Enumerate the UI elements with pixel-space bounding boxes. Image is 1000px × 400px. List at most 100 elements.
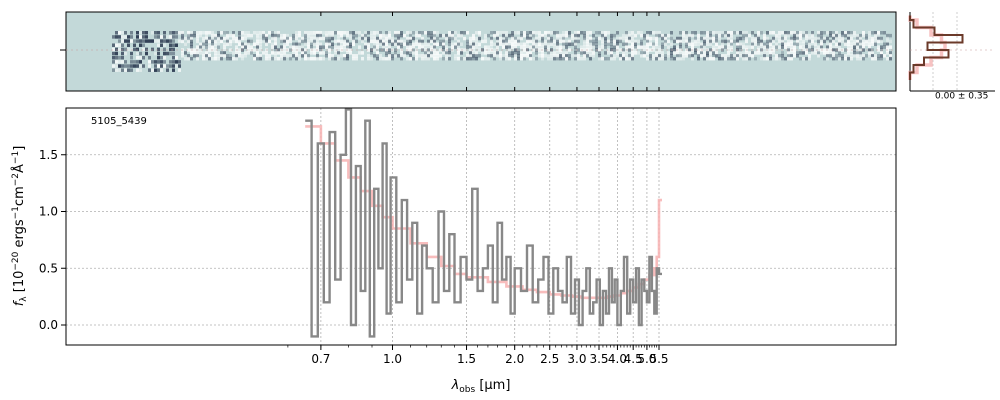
- trace-pixel-light: [814, 36, 817, 41]
- trace-pixel-light: [265, 51, 268, 55]
- trace-pixel: [541, 36, 544, 41]
- trace-pixel-light: [235, 45, 238, 49]
- trace-pixel: [799, 56, 802, 61]
- trace-pixel: [472, 42, 475, 47]
- trace-pixel-light: [811, 33, 814, 38]
- trace-pixel-light: [403, 39, 406, 44]
- trace-pixel-light: [214, 33, 217, 38]
- trace-pixel-light: [190, 51, 193, 55]
- trace-pixel: [346, 54, 349, 58]
- trace-pixel-light: [790, 42, 793, 47]
- trace-pixel-light: [505, 51, 508, 55]
- trace-pixel-light: [397, 39, 400, 44]
- trace-pixel-light: [370, 39, 373, 44]
- trace-pixel-light: [139, 35, 142, 39]
- trace-pixel: [349, 42, 352, 47]
- trace-pixel-light: [520, 54, 523, 58]
- trace-pixel: [121, 68, 124, 72]
- trace-pixel-light: [592, 54, 595, 58]
- trace-pixel: [223, 31, 226, 35]
- trace-pixel: [328, 39, 331, 44]
- trace-pixel: [859, 51, 862, 55]
- trace-pixel: [724, 31, 727, 35]
- trace-pixel: [568, 42, 571, 47]
- trace-pixel-light: [316, 56, 319, 61]
- trace-pixel-light: [247, 31, 250, 35]
- trace-pixel: [151, 39, 154, 43]
- trace-pixel: [394, 51, 397, 55]
- trace-pixel: [634, 42, 637, 47]
- trace-pixel-light: [541, 51, 544, 55]
- trace-pixel: [292, 54, 295, 58]
- trace-pixel-light: [751, 54, 754, 58]
- trace-pixel-light: [727, 51, 730, 55]
- trace-pixel-light: [886, 36, 889, 41]
- trace-pixel-light: [346, 31, 349, 35]
- trace-pixel-light: [121, 60, 124, 64]
- trace-pixel-light: [292, 51, 295, 55]
- trace-pixel-light: [784, 45, 787, 49]
- trace-pixel-light: [430, 54, 433, 58]
- trace-pixel: [349, 45, 352, 49]
- trace-pixel-light: [358, 51, 361, 55]
- trace-pixel-light: [832, 39, 835, 44]
- trace-pixel: [304, 33, 307, 38]
- trace-pixel: [805, 42, 808, 47]
- trace-pixel-light: [277, 31, 280, 35]
- trace-pixel: [271, 31, 274, 35]
- trace-pixel-light: [631, 54, 634, 58]
- trace-pixel: [160, 39, 163, 43]
- trace-pixel-light: [418, 45, 421, 49]
- x-tick-label: 2.5: [540, 352, 559, 366]
- trace-pixel-light: [646, 33, 649, 38]
- trace-pixel-light: [556, 36, 559, 41]
- trace-pixel-light: [199, 31, 202, 35]
- trace-pixel-light: [679, 56, 682, 61]
- trace-pixel-light: [514, 42, 517, 47]
- trace-pixel-light: [871, 42, 874, 47]
- trace-pixel-light: [457, 39, 460, 44]
- trace-pixel: [115, 31, 118, 35]
- trace-pixel-light: [283, 36, 286, 41]
- trace-pixel-light: [328, 51, 331, 55]
- profile-label: 0.00 ± 0.35: [935, 92, 988, 102]
- trace-pixel: [436, 36, 439, 41]
- trace-pixel: [130, 64, 133, 68]
- trace-pixel-light: [349, 51, 352, 55]
- trace-pixel: [547, 51, 550, 55]
- trace-pixel: [829, 54, 832, 58]
- trace-pixel-light: [751, 39, 754, 44]
- trace-pixel-light: [262, 51, 265, 55]
- trace-pixel: [448, 56, 451, 61]
- trace-pixel-light: [418, 33, 421, 38]
- trace-pixel: [172, 68, 175, 72]
- trace-pixel-light: [520, 56, 523, 61]
- trace-pixel: [655, 33, 658, 38]
- trace-pixel: [601, 33, 604, 38]
- trace-pixel-light: [331, 54, 334, 58]
- trace-pixel-light: [160, 68, 163, 72]
- trace-pixel: [172, 60, 175, 64]
- trace-pixel: [115, 55, 118, 60]
- trace-pixel-light: [865, 42, 868, 47]
- trace-pixel: [349, 31, 352, 35]
- trace-pixel-light: [388, 54, 391, 58]
- trace-pixel: [565, 45, 568, 49]
- trace-pixel-light: [763, 56, 766, 61]
- trace-pixel-light: [754, 42, 757, 47]
- trace-pixel-light: [847, 51, 850, 55]
- trace-pixel: [193, 31, 196, 35]
- trace-pixel-light: [340, 33, 343, 38]
- trace-pixel-light: [658, 45, 661, 49]
- trace-pixel-light: [787, 33, 790, 38]
- trace-pixel-light: [514, 56, 517, 61]
- trace-pixel-light: [313, 51, 316, 55]
- trace-pixel-light: [769, 42, 772, 47]
- trace-pixel: [115, 47, 118, 52]
- trace-pixel: [685, 42, 688, 47]
- trace-pixel: [625, 31, 628, 35]
- trace-pixel: [124, 64, 127, 68]
- trace-pixel-light: [472, 39, 475, 44]
- trace-pixel-light: [541, 45, 544, 49]
- trace-pixel: [211, 42, 214, 47]
